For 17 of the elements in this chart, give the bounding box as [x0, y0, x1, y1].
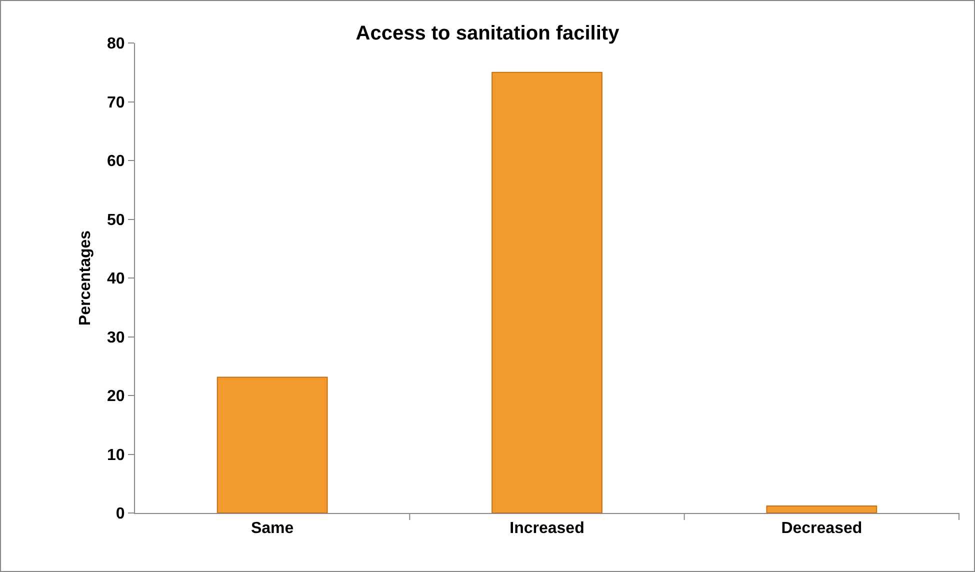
y-tick-label: 80 [107, 36, 125, 53]
y-tick-label: 30 [107, 329, 125, 346]
bar [492, 72, 602, 513]
bar [766, 505, 878, 513]
x-tick-label: Increased [510, 520, 584, 538]
x-tick-label: Same [250, 520, 294, 538]
y-tick-label: 40 [107, 270, 125, 288]
y-tick-label: 0 [116, 506, 125, 523]
bar [216, 376, 328, 513]
x-tick-label: Decreased [781, 520, 862, 538]
y-tick-label: 20 [107, 388, 125, 406]
y-tick-label: 60 [107, 153, 125, 170]
y-tick-label: 70 [107, 94, 125, 112]
chart-title: Access to sanitation facility [356, 22, 620, 44]
y-tick-label: 10 [107, 446, 125, 464]
y-tick-label: 50 [107, 212, 125, 229]
y-axis-title: Percentages [76, 230, 94, 326]
